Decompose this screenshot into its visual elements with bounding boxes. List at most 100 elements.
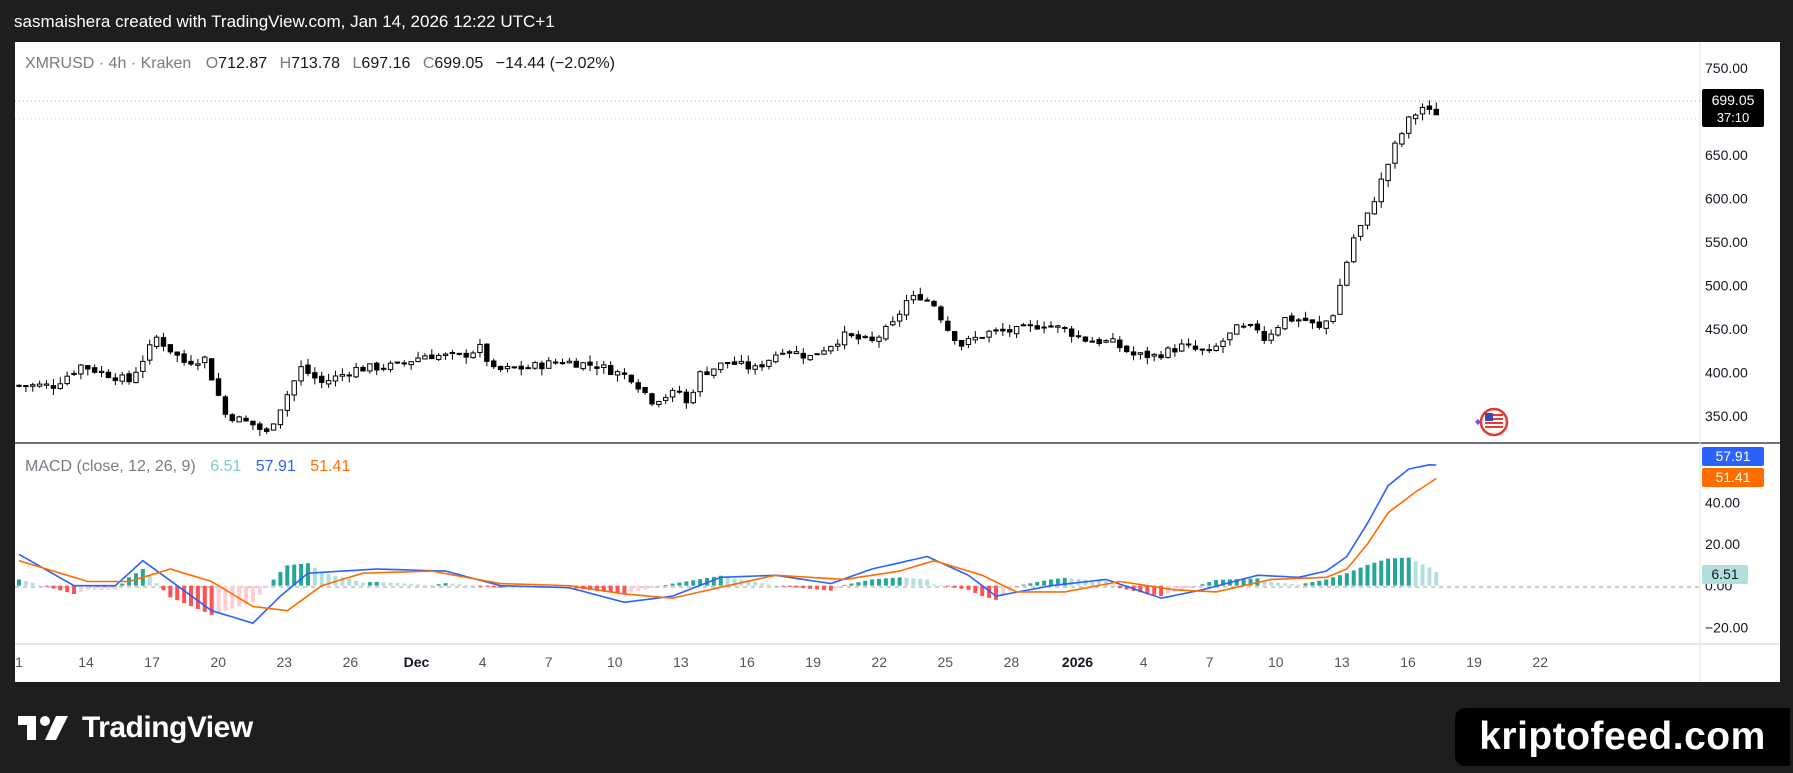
macd-histogram-bar[interactable] [870, 579, 875, 586]
macd-histogram-bar[interactable] [1351, 570, 1356, 586]
candle-body[interactable] [1323, 320, 1329, 329]
macd-histogram-bar[interactable] [918, 578, 923, 586]
macd-histogram-bar[interactable] [354, 580, 359, 586]
candle-body[interactable] [284, 394, 291, 411]
macd-histogram-bar[interactable] [1110, 584, 1115, 586]
candle-body[interactable] [243, 417, 249, 422]
candle-body[interactable] [580, 362, 586, 370]
candle-body[interactable] [16, 384, 22, 387]
macd-histogram-bar[interactable] [808, 585, 813, 589]
macd-histogram-bar[interactable] [271, 579, 276, 586]
candle-body[interactable] [745, 361, 751, 370]
macd-histogram-bar[interactable] [753, 581, 758, 586]
macd-histogram-bar[interactable] [1317, 580, 1322, 586]
candle-body[interactable] [1357, 225, 1364, 237]
macd-histogram-bar[interactable] [85, 585, 90, 590]
candle-body[interactable] [1089, 340, 1095, 343]
macd-histogram-bar[interactable] [237, 585, 242, 607]
macd-histogram-bar[interactable] [849, 583, 854, 586]
macd-histogram-bar[interactable] [1241, 578, 1246, 586]
macd-line[interactable] [18, 463, 1437, 625]
macd-histogram-bar[interactable] [670, 583, 675, 586]
macd-histogram-bar[interactable] [932, 584, 937, 586]
candle-body[interactable] [215, 378, 222, 396]
macd-histogram-bar[interactable] [498, 585, 503, 588]
candle-body[interactable] [1144, 350, 1151, 359]
candle-body[interactable] [1117, 339, 1123, 349]
candle-body[interactable] [951, 331, 958, 342]
candle-body[interactable] [828, 345, 834, 352]
macd-histogram-bar[interactable] [1062, 577, 1067, 586]
candle-body[interactable] [1385, 163, 1391, 182]
macd-histogram-bar[interactable] [835, 585, 840, 588]
candle-body[interactable] [945, 320, 951, 331]
macd-histogram-bar[interactable] [244, 585, 249, 605]
candle-body[interactable] [841, 331, 848, 346]
candle-body[interactable] [1295, 319, 1302, 322]
macd-histogram-bar[interactable] [113, 585, 118, 590]
macd-pane-bg[interactable] [15, 444, 1700, 644]
candle-body[interactable] [1103, 340, 1109, 343]
macd-histogram-bar[interactable] [1221, 579, 1225, 586]
macd-histogram-bar[interactable] [821, 585, 826, 591]
candle-body[interactable] [1192, 345, 1199, 350]
candle-body[interactable] [993, 329, 999, 332]
macd-histogram-bar[interactable] [1214, 579, 1219, 586]
macd-histogram-bar[interactable] [1090, 579, 1095, 586]
candle-body[interactable] [1034, 325, 1040, 330]
macd-histogram-bar[interactable] [938, 585, 943, 587]
macd-histogram-bar[interactable] [285, 565, 290, 586]
macd-histogram-bar[interactable] [698, 579, 703, 586]
macd-histogram-bar[interactable] [278, 571, 283, 586]
macd-histogram-bar[interactable] [567, 585, 572, 588]
macd-histogram-bar[interactable] [1165, 585, 1170, 594]
macd-histogram-bar[interactable] [746, 580, 751, 586]
time-axis[interactable]: 1 14 17 20 23 26 Dec 4 7 10 13 16 19 22 25 28 2026 4 7 10 13… [15, 654, 1548, 670]
macd-histogram-bar[interactable] [1179, 585, 1184, 590]
candle-body[interactable] [78, 364, 84, 375]
macd-histogram-bar[interactable] [904, 577, 909, 586]
macd-histogram-bar[interactable] [643, 585, 648, 590]
candle-body[interactable] [1199, 348, 1206, 351]
candle-body[interactable] [1433, 108, 1439, 116]
price-axis[interactable]: 750.00 650.00 600.00 550.00 500.00 450.00 400.… [1705, 60, 1748, 424]
macd-histogram-bar[interactable] [1000, 585, 1005, 596]
candle-body[interactable] [277, 409, 284, 426]
macd-histogram-bar[interactable] [484, 585, 489, 587]
macd-histogram-bar[interactable] [608, 585, 613, 593]
candle-body[interactable] [380, 367, 387, 370]
candle-body[interactable] [1172, 348, 1178, 353]
candle-body[interactable] [236, 416, 242, 423]
candle-body[interactable] [525, 367, 531, 370]
macd-histogram-bar[interactable] [780, 585, 785, 587]
macd-histogram-bar[interactable] [147, 576, 152, 586]
macd-histogram-bar[interactable] [863, 580, 868, 586]
candle-body[interactable] [332, 375, 339, 382]
macd-histogram-bar[interactable] [732, 578, 737, 586]
candle-body[interactable] [821, 350, 827, 355]
candle-body[interactable] [429, 354, 435, 360]
chart-frame[interactable]: 750.00 650.00 600.00 550.00 500.00 450.00 400.… [15, 42, 1780, 682]
macd-histogram-bar[interactable] [1289, 584, 1294, 586]
candle-body[interactable] [779, 352, 786, 355]
candle-body[interactable] [229, 414, 235, 422]
macd-histogram-bar[interactable] [505, 585, 510, 588]
candle-body[interactable] [1289, 315, 1295, 322]
macd-histogram-bar[interactable] [718, 575, 723, 586]
macd-histogram-bar[interactable] [347, 579, 352, 586]
macd-histogram-bar[interactable] [464, 584, 469, 586]
candle-body[interactable] [642, 387, 648, 393]
macd-histogram-bar[interactable] [17, 579, 21, 586]
macd-histogram-bar[interactable] [993, 585, 998, 600]
macd-histogram-bar[interactable] [594, 585, 599, 591]
candle-body[interactable] [773, 354, 779, 363]
candle-body[interactable] [305, 364, 311, 374]
candle-body[interactable] [1185, 343, 1192, 346]
macd-histogram-bar[interactable] [30, 583, 35, 586]
candle-body[interactable] [649, 393, 655, 405]
macd-histogram-bar[interactable] [1159, 585, 1164, 597]
candle-body[interactable] [1158, 354, 1164, 359]
candle-body[interactable] [532, 362, 538, 369]
macd-histogram-bar[interactable] [72, 585, 77, 594]
